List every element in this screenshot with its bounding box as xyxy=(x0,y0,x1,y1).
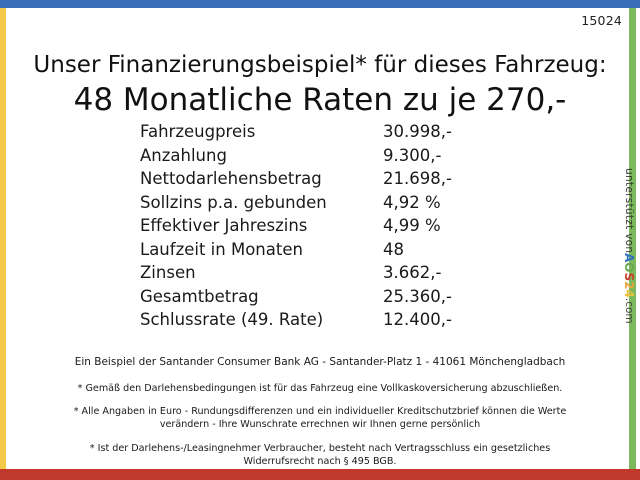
footer: Ein Beispiel der Santander Consumer Bank… xyxy=(28,356,612,478)
logo-tld: .com xyxy=(623,298,635,324)
finance-table: Fahrzeugpreis 30.998,- Anzahlung 9.300,- Net… xyxy=(140,122,500,334)
footer-note-withdrawal-line1: * Ist der Darlehens-/Leasingnehmer Verbr… xyxy=(89,442,551,454)
footer-note-insurance: * Gemäß den Darlehensbedingungen ist für… xyxy=(28,382,612,395)
supporter-prefix: unterstützt von xyxy=(623,168,635,254)
footer-note-currency-line1: * Alle Angaben in Euro - Rundungsdiffere… xyxy=(73,406,567,418)
supporter-credit: unterstützt von AOS24.com xyxy=(620,168,638,338)
row-value: 30.998,- xyxy=(383,122,452,141)
footer-note-currency-line2: verändern - Ihre Wunschrate errechnen wi… xyxy=(159,419,481,431)
row-value: 48 xyxy=(383,239,404,259)
row-value: 9.300,- xyxy=(383,145,442,165)
bottom-accent-bar xyxy=(0,469,640,480)
row-label: Gesamtbetrag xyxy=(140,286,259,306)
row-value: 12.400,- xyxy=(383,310,452,329)
aos24-logo: AOS24.com xyxy=(622,253,636,324)
table-row: Gesamtbetrag 25.360,- xyxy=(140,287,500,311)
row-label: Sollzins p.a. gebunden xyxy=(140,192,327,212)
logo-digit-4: 4 xyxy=(622,289,636,299)
table-row: Sollzins p.a. gebunden 4,92 % xyxy=(140,193,500,217)
footer-note-withdrawal: * Ist der Darlehens-/Leasingnehmer Verbr… xyxy=(28,442,612,468)
table-row: Effektiver Jahreszins 4,99 % xyxy=(140,216,500,240)
right-accent-bar xyxy=(629,8,636,471)
top-accent-bar xyxy=(0,0,640,8)
left-accent-bar xyxy=(0,8,6,471)
table-row: Anzahlung 9.300,- xyxy=(140,146,500,170)
page-title: Unser Finanzierungsbeispiel* für dieses … xyxy=(33,52,607,78)
row-value: 4,99 % xyxy=(383,216,441,235)
logo-letter-o: O xyxy=(622,262,636,273)
row-label: Laufzeit in Monaten xyxy=(140,239,303,259)
row-label: Nettodarlehensbetrag xyxy=(140,169,322,188)
row-label: Zinsen xyxy=(140,263,196,282)
row-label: Fahrzeugpreis xyxy=(140,122,256,141)
page-subtitle: 48 Monatliche Raten zu je 270,- xyxy=(73,82,567,118)
footer-note-currency: * Alle Angaben in Euro - Rundungsdiffere… xyxy=(28,405,612,431)
logo-letter-a: A xyxy=(622,253,636,263)
row-value: 25.360,- xyxy=(383,286,452,306)
logo-digit-2: 2 xyxy=(622,281,636,290)
table-row: Laufzeit in Monaten 48 xyxy=(140,240,500,264)
table-row: Schlussrate (49. Rate) 12.400,- xyxy=(140,310,500,334)
row-label: Effektiver Jahreszins xyxy=(140,216,308,235)
row-value: 21.698,- xyxy=(383,169,452,188)
row-label: Schlussrate (49. Rate) xyxy=(140,310,324,329)
table-row: Nettodarlehensbetrag 21.698,- xyxy=(140,169,500,193)
logo-letter-s: S xyxy=(622,272,636,282)
row-value: 3.662,- xyxy=(383,263,442,282)
row-label: Anzahlung xyxy=(140,145,227,165)
footer-note-withdrawal-line2: Widerrufsrecht nach § 495 BGB. xyxy=(243,455,397,467)
row-value: 4,92 % xyxy=(383,192,441,212)
table-row: Fahrzeugpreis 30.998,- xyxy=(140,122,500,146)
table-row: Zinsen 3.662,- xyxy=(140,263,500,287)
footer-bank-line: Ein Beispiel der Santander Consumer Bank… xyxy=(74,356,566,368)
reference-number: 15024 xyxy=(581,13,622,28)
footer-note-insurance-line: * Gemäß den Darlehensbedingungen ist für… xyxy=(77,383,563,394)
